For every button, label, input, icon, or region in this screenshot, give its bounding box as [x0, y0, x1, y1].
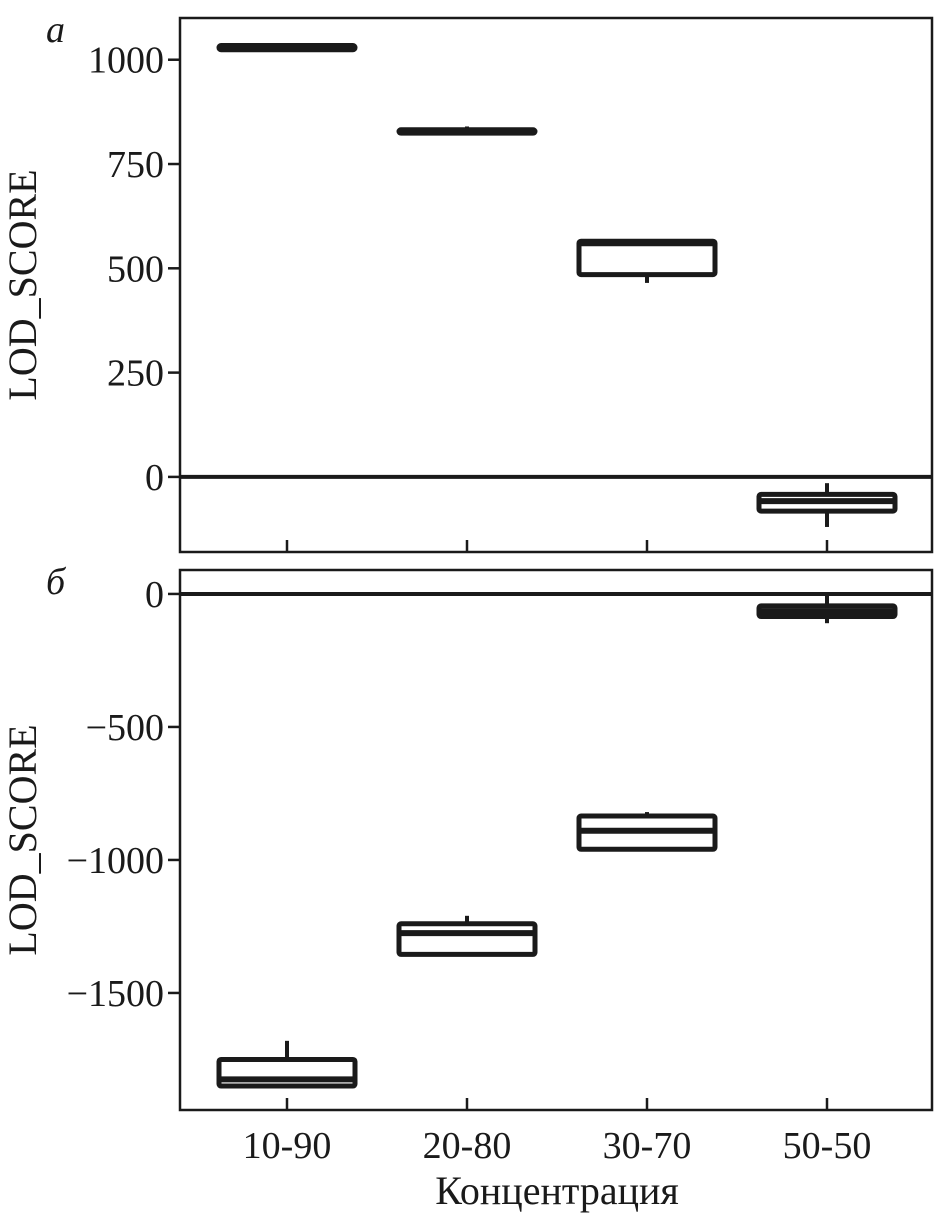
y-tick-label: 0 — [145, 574, 164, 616]
y-axis-title: LOD_SCORE — [0, 724, 45, 955]
panel-b: 0 −500 −1000 −1500 б LOD_SCORE 10-90 20-80 30-70… — [0, 561, 934, 1213]
x-tick-label: 30-70 — [603, 1125, 692, 1167]
box-10-90 — [216, 1040, 358, 1089]
box-30-70 — [576, 812, 718, 852]
panel-label: б — [46, 561, 67, 603]
y-tick-label: −1000 — [67, 840, 164, 882]
box-10-90 — [216, 43, 358, 53]
x-tick-label: 50-50 — [783, 1125, 872, 1167]
plot-frame — [178, 16, 934, 554]
box-50-50 — [756, 593, 898, 624]
y-tick-label: −1500 — [67, 973, 164, 1015]
plot-frame — [178, 568, 934, 1112]
box-30-70 — [576, 238, 718, 283]
y-axis-title: LOD_SCORE — [0, 169, 45, 400]
x-axis-title: Концентрация — [435, 1168, 679, 1213]
y-tick-label: 250 — [107, 353, 164, 395]
panel-label: а — [46, 9, 65, 51]
y-tick-label: −500 — [86, 707, 164, 749]
x-tick-label: 20-80 — [423, 1125, 512, 1167]
box-50-50 — [756, 483, 898, 527]
x-tick-label: 10-90 — [243, 1125, 332, 1167]
y-tick-label: 1000 — [88, 40, 164, 82]
y-tick-label: 0 — [145, 457, 164, 499]
box-20-80 — [396, 126, 538, 136]
box-20-80 — [396, 915, 538, 957]
y-tick-label: 750 — [107, 144, 164, 186]
y-tick-label: 500 — [107, 248, 164, 290]
panel-a: 0 250 500 750 1000 а LOD_SCORE — [0, 9, 934, 554]
box-body — [396, 921, 538, 957]
